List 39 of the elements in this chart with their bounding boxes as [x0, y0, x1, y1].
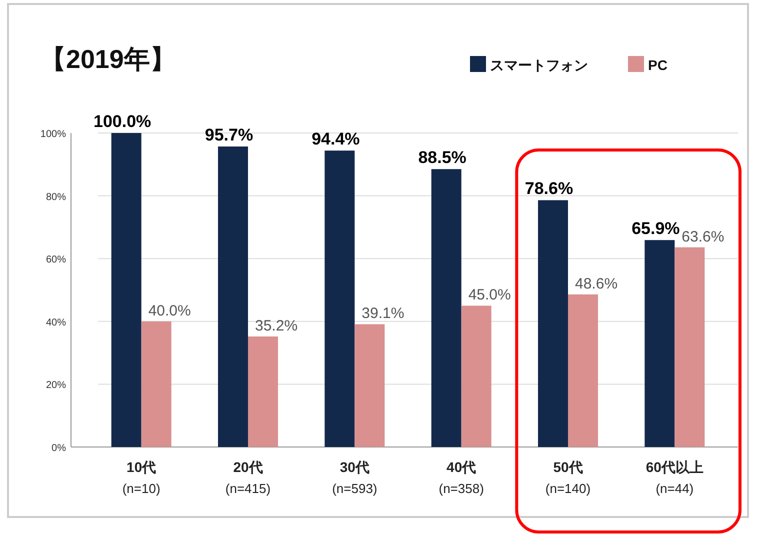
data-label: 48.6%: [575, 275, 618, 292]
x-tick-label: 60代以上 (n=44): [646, 459, 704, 496]
bar: [354, 324, 385, 447]
x-tick-label: 50代 (n=140): [545, 459, 591, 496]
x-tick-label: 20代 (n=415): [225, 459, 271, 496]
y-tick-label: 80%: [46, 192, 66, 203]
bar: [568, 294, 598, 447]
x-tick-label: 40代 (n=358): [438, 459, 484, 496]
data-label: 45.0%: [468, 286, 511, 304]
x-tick-label: 30代 (n=593): [332, 459, 378, 496]
y-tick-label: 0%: [52, 443, 66, 454]
data-label: 35.2%: [255, 317, 298, 334]
y-tick-label: 60%: [46, 254, 66, 266]
x-tick-label: 10代 (n=10): [122, 459, 160, 496]
data-label: 88.5%: [418, 148, 466, 168]
bar: [111, 133, 142, 447]
legend-label: スマートフォン: [490, 57, 588, 73]
data-label: 63.6%: [682, 228, 724, 246]
bar: [248, 336, 278, 447]
data-label: 100.0%: [93, 112, 152, 131]
legend-label: PC: [648, 57, 668, 73]
chart-title: 【2019年】: [40, 44, 176, 74]
data-label: 94.4%: [312, 130, 360, 149]
data-label: 78.6%: [524, 179, 574, 198]
data-label: 40.0%: [148, 302, 191, 320]
data-label: 65.9%: [632, 219, 680, 238]
bar: [538, 200, 568, 447]
bar: [218, 146, 248, 447]
data-label: 95.7%: [204, 126, 254, 144]
y-tick-label: 20%: [46, 380, 66, 392]
bar: [431, 169, 462, 447]
y-tick-label: 40%: [46, 317, 66, 328]
bar: [141, 321, 172, 447]
bar: [324, 150, 355, 447]
data-label: 39.1%: [362, 305, 404, 322]
y-tick-label: 100%: [40, 129, 66, 140]
bar: [461, 306, 492, 447]
bar: [644, 240, 675, 447]
bar: [674, 247, 705, 447]
